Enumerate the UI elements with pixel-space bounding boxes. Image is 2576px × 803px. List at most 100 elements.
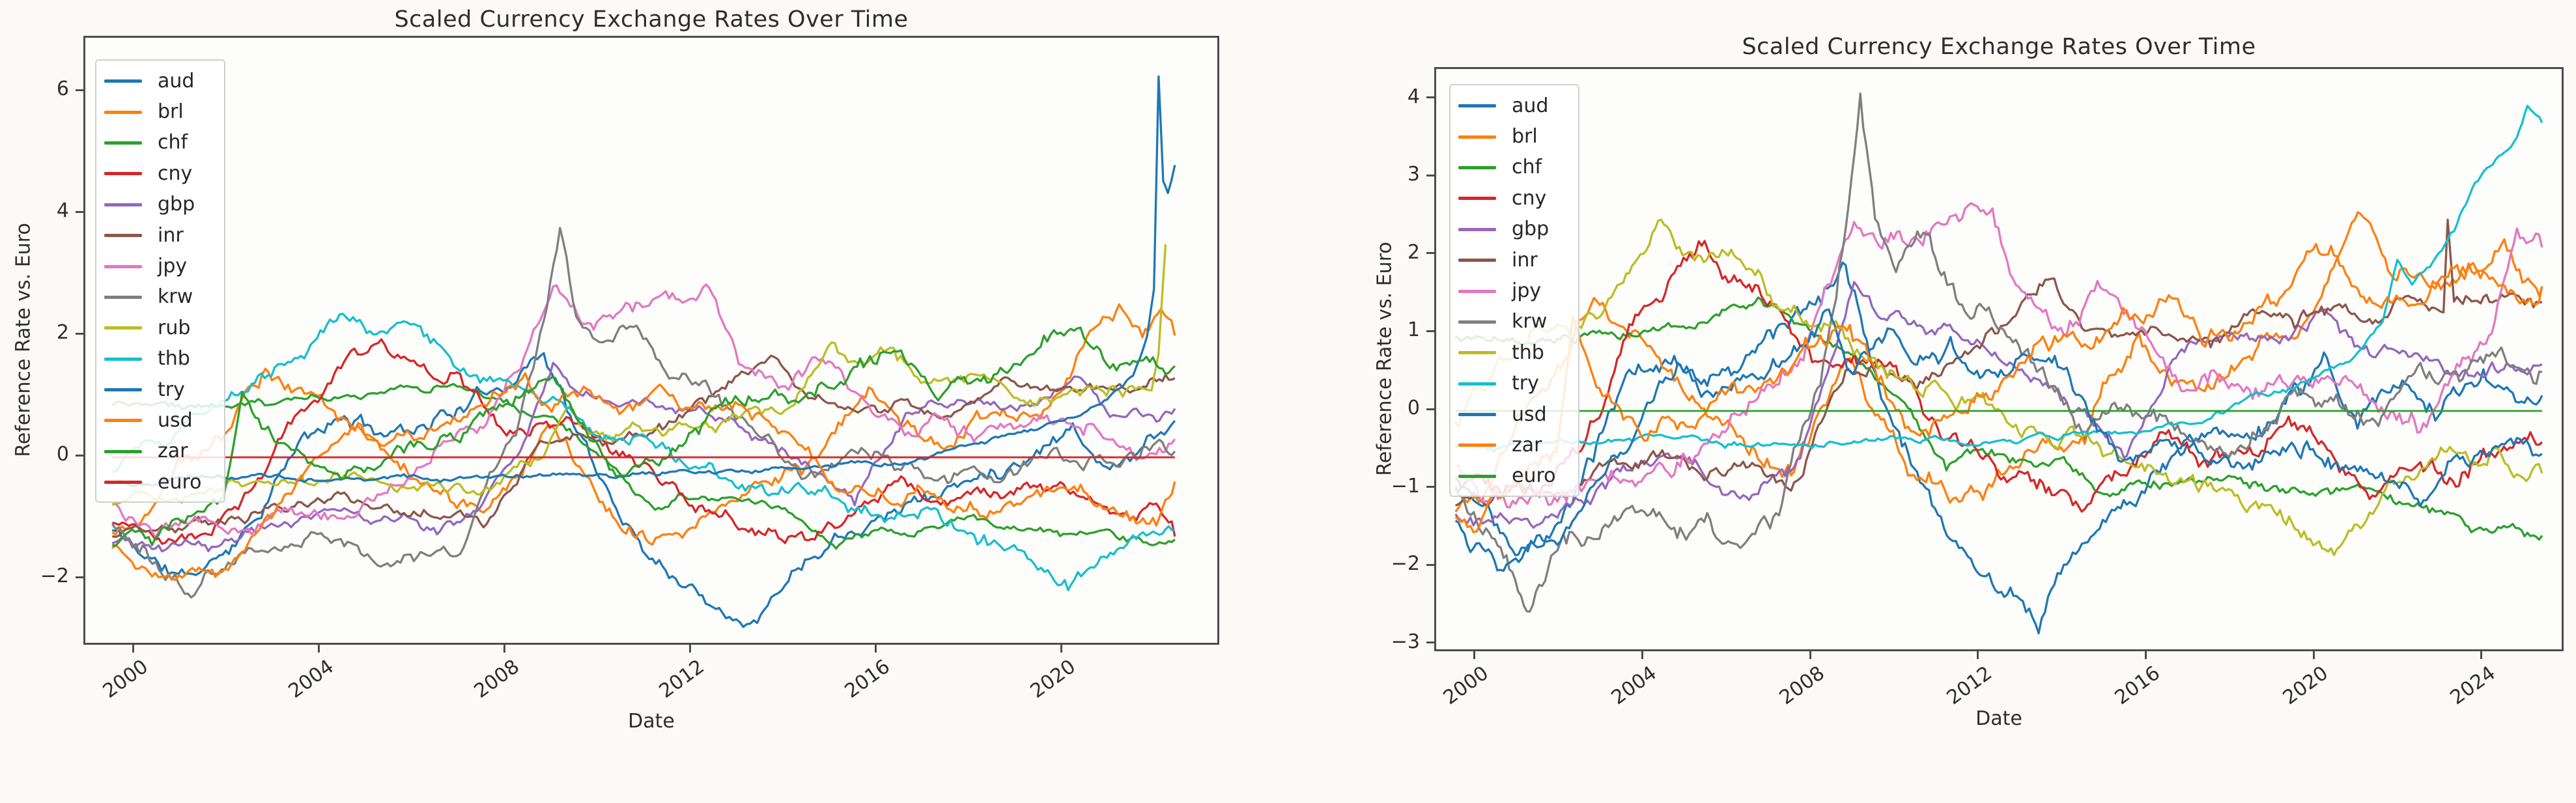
legend-swatch-krw-icon — [104, 295, 142, 299]
series-line-krw — [1454, 92, 2543, 613]
legend-item-brl[interactable]: brl — [104, 96, 215, 127]
x-tick-label-text: 2012 — [1943, 662, 1997, 710]
legend-item-zar[interactable]: zar — [104, 436, 215, 467]
x-tick-label-text: 2016 — [2110, 662, 2165, 710]
y-tick-label: 1 — [1407, 318, 1420, 342]
legend-label: jpy — [1512, 279, 1542, 303]
legend-item-inr[interactable]: inr — [104, 220, 215, 251]
series-line-inr — [111, 354, 1176, 539]
series-line-try — [111, 75, 1176, 488]
x-tick-mark — [2480, 651, 2483, 659]
legend-swatch-thb-icon — [104, 357, 142, 361]
legend-item-thb[interactable]: thb — [104, 344, 215, 374]
x-tick-mark — [318, 645, 320, 653]
legend-swatch-inr-icon — [104, 234, 142, 238]
series-line-jpy — [112, 283, 1176, 539]
series-line-thb — [1454, 218, 2543, 557]
legend-item-gbp[interactable]: gbp — [104, 190, 215, 220]
legend-item-usd[interactable]: usd — [104, 405, 215, 436]
x-axis-label: Date — [628, 710, 675, 733]
legend-item-aud[interactable]: aud — [104, 66, 215, 96]
legend-item-try[interactable]: try — [1458, 369, 1569, 399]
y-tick-label: 2 — [56, 321, 69, 345]
legend-label: euro — [158, 470, 202, 494]
legend-swatch-chf-icon — [104, 141, 142, 145]
legend-item-brl[interactable]: brl — [1458, 121, 1569, 152]
legend-item-zar[interactable]: zar — [1458, 430, 1569, 460]
legend-swatch-aud-icon — [1458, 104, 1496, 108]
series-line-aud — [111, 352, 1176, 628]
y-tick-label: 6 — [56, 77, 69, 101]
x-tick-mark — [132, 645, 135, 653]
y-tick-mark — [1426, 96, 1434, 99]
x-tick-mark — [1641, 651, 1643, 659]
legend: aud brl chf cny gbp inr jpy krw rub thb try usd zar e… — [95, 59, 225, 503]
legend-item-try[interactable]: try — [104, 374, 215, 405]
legend-swatch-inr-icon — [1458, 259, 1496, 262]
legend-item-cny[interactable]: cny — [104, 158, 215, 189]
legend-item-jpy[interactable]: jpy — [1458, 275, 1569, 306]
legend-label: inr — [158, 223, 184, 247]
legend-item-krw[interactable]: krw — [104, 282, 215, 313]
x-tick-label-text: 2004 — [1607, 662, 1662, 710]
legend-item-chf[interactable]: chf — [1458, 152, 1569, 183]
series-line-inr — [1454, 218, 2543, 507]
y-tick-label: 4 — [56, 199, 69, 223]
series-line-brl — [1454, 211, 2543, 513]
legend-item-cny[interactable]: cny — [1458, 183, 1569, 214]
legend-item-gbp[interactable]: gbp — [1458, 214, 1569, 245]
x-tick-label-text: 2016 — [841, 655, 895, 703]
chart-title: Scaled Currency Exchange Rates Over Time — [1742, 34, 2256, 60]
x-tick-label-text: 2008 — [1775, 662, 1829, 710]
series-line-chf — [111, 382, 1176, 550]
legend-item-krw[interactable]: krw — [1458, 307, 1569, 337]
x-tick-mark — [2312, 651, 2315, 659]
x-tick-mark — [503, 645, 506, 653]
legend-swatch-thb-icon — [1458, 351, 1496, 355]
legend-item-usd[interactable]: usd — [1458, 399, 1569, 430]
legend-swatch-brl-icon — [104, 110, 142, 114]
x-tick-label-text: 2020 — [2278, 662, 2332, 710]
legend-item-thb[interactable]: thb — [1458, 337, 1569, 368]
y-tick-mark — [76, 89, 83, 91]
legend-label: inr — [1512, 248, 1538, 272]
x-tick-mark — [689, 645, 692, 653]
legend-swatch-jpy-icon — [104, 264, 142, 268]
legend-label: thb — [158, 347, 190, 371]
legend-label: aud — [158, 69, 195, 92]
legend-swatch-cny-icon — [1458, 197, 1496, 201]
series-plot — [111, 75, 1176, 628]
legend-item-euro[interactable]: euro — [104, 467, 215, 498]
series-line-usd — [1454, 308, 2543, 572]
legend-item-aud[interactable]: aud — [1458, 91, 1569, 121]
y-tick-mark — [76, 332, 83, 335]
legend-label: krw — [158, 285, 193, 309]
legend-swatch-try-icon — [1458, 382, 1496, 386]
x-tick-label-text: 2020 — [1026, 655, 1081, 703]
legend-item-jpy[interactable]: jpy — [104, 251, 215, 281]
legend-item-euro[interactable]: euro — [1458, 461, 1569, 492]
legend-label: try — [1512, 372, 1539, 395]
series-line-krw — [111, 227, 1176, 599]
legend-item-inr[interactable]: inr — [1458, 245, 1569, 275]
legend-label: gbp — [158, 193, 195, 216]
series-line-rub — [112, 244, 1167, 506]
legend-swatch-rub-icon — [104, 326, 142, 330]
legend-swatch-jpy-icon — [1458, 289, 1496, 293]
legend-swatch-euro-icon — [1458, 474, 1496, 478]
series-line-chf — [1454, 296, 2543, 541]
x-tick-label-text: 2024 — [2446, 662, 2500, 710]
legend-item-rub[interactable]: rub — [104, 313, 215, 343]
y-tick-label: 0 — [1407, 397, 1420, 420]
legend-item-chf[interactable]: chf — [104, 128, 215, 158]
x-tick-mark — [2144, 651, 2147, 659]
plot-area: aud brl chf cny gbp inr jpy krw rub thb try usd zar e… — [83, 36, 1219, 645]
legend-swatch-cny-icon — [104, 172, 142, 176]
y-tick-mark — [1426, 252, 1434, 255]
series-line-zar — [111, 326, 1176, 547]
legend-label: rub — [158, 316, 191, 339]
legend-swatch-usd-icon — [104, 419, 142, 423]
series-line-jpy — [1454, 202, 2543, 509]
plot-area: aud brl chf cny gbp inr jpy krw thb try usd zar euro — [1434, 67, 2564, 651]
